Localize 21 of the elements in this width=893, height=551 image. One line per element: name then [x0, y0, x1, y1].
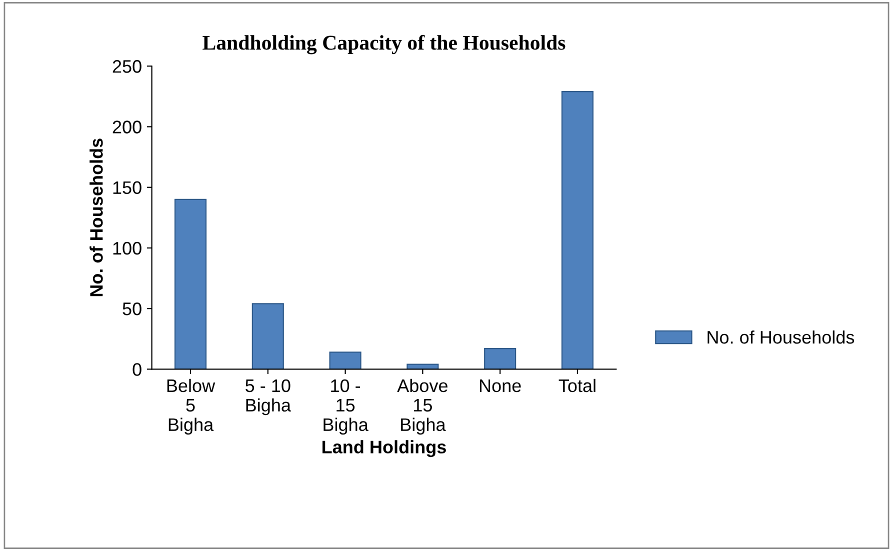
bar — [484, 348, 516, 370]
bar — [174, 198, 207, 370]
x-tick-label: Total — [558, 378, 596, 392]
bar — [329, 352, 362, 370]
chart-title: Landholding Capacity of the Households — [202, 34, 566, 54]
y-tick-label: 0 — [132, 363, 142, 376]
bar — [252, 303, 284, 370]
bar — [561, 91, 594, 370]
y-tick-label: 200 — [112, 120, 142, 134]
legend-label: No. of Households — [708, 330, 854, 344]
x-tick-label: 5 - 10 Bigha — [246, 379, 291, 416]
x-tick-label: None — [480, 380, 521, 392]
x-tick-label: Below 5 Bigha — [167, 378, 216, 435]
y-axis-title: No. of Households — [90, 138, 103, 296]
x-tick-label: Above 15 Bigha — [397, 378, 448, 435]
y-tick-label: 250 — [112, 60, 142, 73]
y-tick-label: 150 — [113, 181, 142, 194]
y-tick-label: 50 — [122, 302, 142, 316]
y-tick-label: 100 — [113, 242, 142, 255]
x-axis-title: Land Holdings — [322, 440, 446, 458]
x-tick-label: 10 - 15 Bigha — [324, 379, 368, 435]
